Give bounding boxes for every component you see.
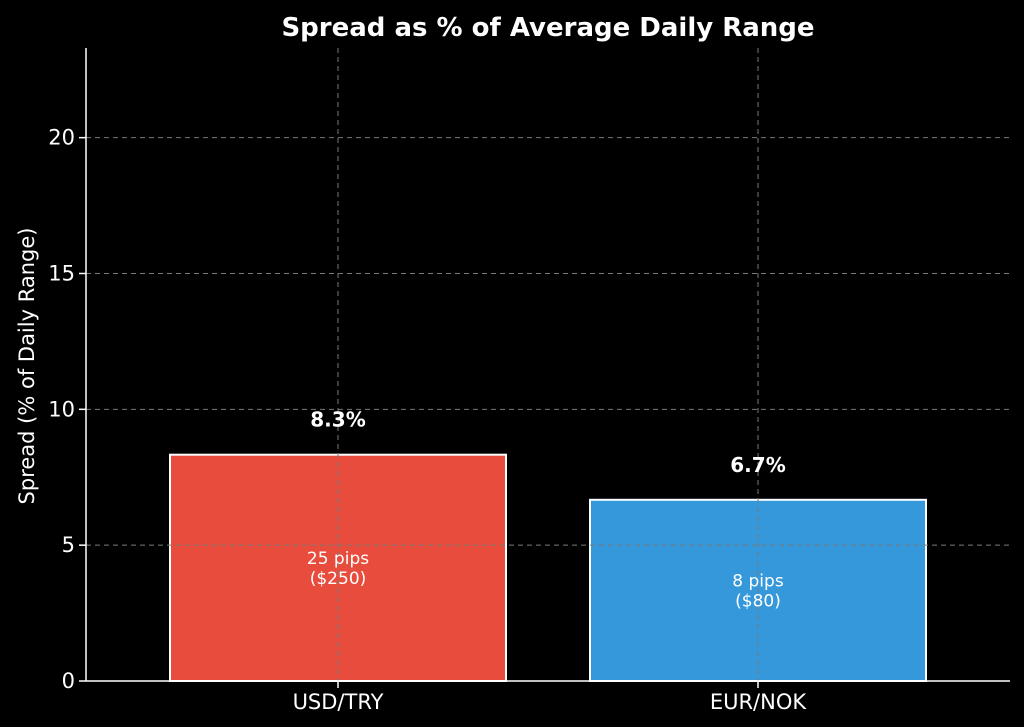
value-label: 8.3% xyxy=(310,408,365,432)
x-tick-label: EUR/NOK xyxy=(710,690,808,714)
value-label: 6.7% xyxy=(730,453,785,477)
bar-annotation: 25 pips xyxy=(307,549,369,569)
bar-annotation: ($250) xyxy=(310,569,367,589)
bars xyxy=(169,453,927,682)
y-tick-label: 20 xyxy=(48,126,75,150)
y-tick-label: 15 xyxy=(48,261,75,285)
y-tick-label: 0 xyxy=(62,669,75,693)
labels: 0 5 10 15 20 USD/TRY 8.3% 25 pips($250) EUR/NOK 6… xyxy=(48,126,807,714)
y-tick-label: 5 xyxy=(62,533,75,557)
chart-title: Spread as % of Average Daily Range xyxy=(281,13,814,43)
gridlines xyxy=(86,48,1010,681)
axes xyxy=(79,48,1010,688)
x-tick-label: USD/TRY xyxy=(293,690,384,714)
bar-annotation: ($80) xyxy=(735,591,781,611)
y-tick-label: 10 xyxy=(48,397,75,421)
y-axis-label: Spread (% of Daily Range) xyxy=(15,228,39,505)
bar-annotation: 8 pips xyxy=(732,571,784,591)
